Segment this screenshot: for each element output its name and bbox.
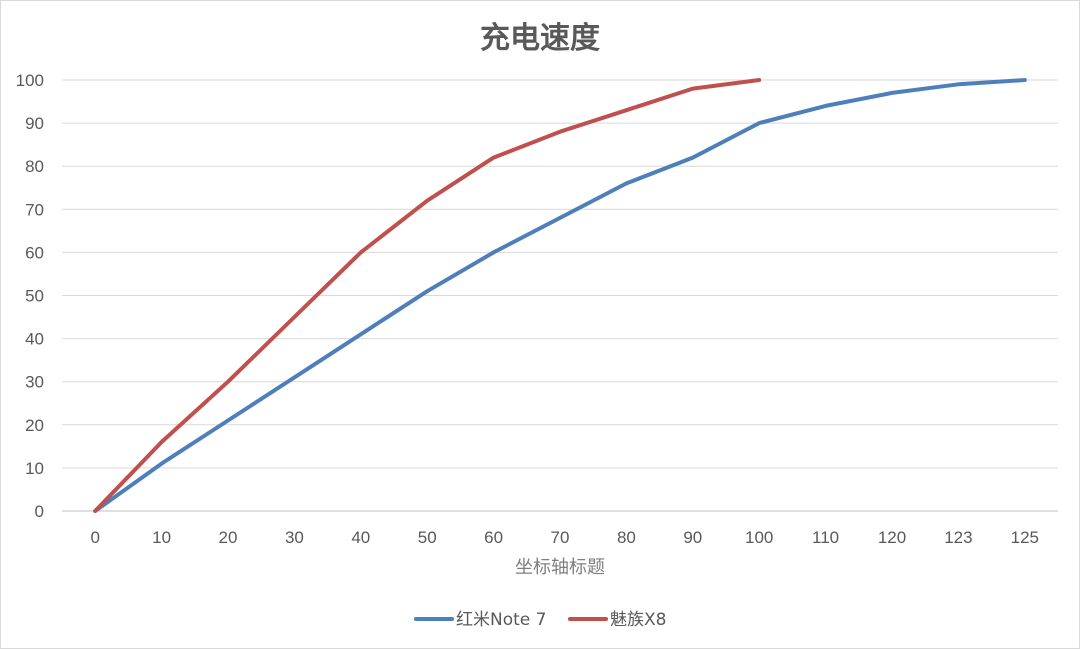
y-tick-label: 80 bbox=[25, 157, 44, 176]
y-tick-label: 60 bbox=[25, 243, 44, 262]
x-tick-label: 40 bbox=[351, 528, 370, 547]
y-tick-label: 20 bbox=[25, 416, 44, 435]
y-tick-label: 70 bbox=[25, 200, 44, 219]
chart-title: 充电速度 bbox=[480, 21, 600, 56]
x-axis-ticks: 0 10 20 30 40 50 60 70 80 90 100 110 120 123 125 bbox=[90, 528, 1039, 547]
gridlines bbox=[62, 79, 1058, 512]
y-tick-label: 50 bbox=[25, 287, 44, 306]
y-tick-label: 10 bbox=[25, 459, 44, 478]
legend-label-0: 红米Note 7 bbox=[456, 610, 546, 630]
x-tick-label: 30 bbox=[285, 528, 304, 547]
series-line-1 bbox=[93, 78, 762, 513]
x-tick-label: 110 bbox=[812, 528, 839, 547]
x-tick-label: 0 bbox=[90, 528, 99, 547]
y-tick-label: 100 bbox=[16, 71, 44, 90]
x-tick-label: 123 bbox=[944, 528, 972, 547]
x-tick-label: 50 bbox=[418, 528, 437, 547]
y-tick-label: 30 bbox=[25, 373, 44, 392]
series-line-0 bbox=[93, 78, 1027, 513]
y-tick-label: 0 bbox=[35, 502, 44, 521]
y-axis-ticks: 0 10 20 30 40 50 60 70 80 90 100 bbox=[16, 71, 44, 521]
x-tick-label: 100 bbox=[745, 528, 773, 547]
x-tick-label: 60 bbox=[484, 528, 503, 547]
x-tick-label: 90 bbox=[683, 528, 702, 547]
legend-label-1: 魅族X8 bbox=[610, 610, 666, 630]
y-tick-label: 90 bbox=[25, 114, 44, 133]
x-axis-title: 坐标轴标题 bbox=[515, 557, 605, 578]
legend: 红米Note 7 魅族X8 bbox=[414, 610, 666, 630]
x-tick-label: 70 bbox=[551, 528, 570, 547]
x-tick-label: 10 bbox=[152, 528, 171, 547]
x-tick-label: 125 bbox=[1011, 528, 1039, 547]
x-tick-label: 120 bbox=[878, 528, 906, 547]
series-lines bbox=[93, 78, 1027, 513]
x-tick-label: 20 bbox=[219, 528, 238, 547]
x-tick-label: 80 bbox=[617, 528, 636, 547]
y-tick-label: 40 bbox=[25, 330, 44, 349]
